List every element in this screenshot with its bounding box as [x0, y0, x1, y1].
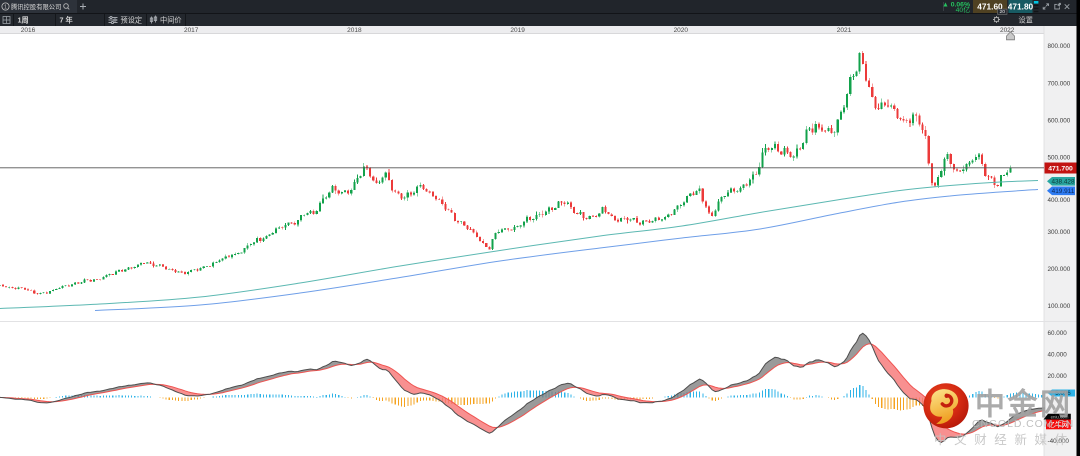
svg-text:-40.000: -40.000 [1048, 438, 1070, 445]
svg-text:800.000: 800.000 [1048, 43, 1071, 50]
svg-text:腾讯控股有限公司: 腾讯控股有限公司 [11, 2, 61, 11]
svg-text:300.000: 300.000 [1048, 229, 1071, 236]
svg-text:400.000: 400.000 [1048, 197, 1071, 204]
svg-text:60.000: 60.000 [1048, 330, 1068, 337]
svg-text:419.911: 419.911 [1052, 188, 1075, 195]
svg-text:600.000: 600.000 [1048, 118, 1071, 125]
svg-text:471.60: 471.60 [977, 1, 1003, 11]
svg-text:2016: 2016 [21, 27, 36, 34]
svg-text:471.700: 471.700 [1048, 165, 1073, 172]
svg-text:中文财经新媒体: 中文财经新媒体 [934, 432, 1075, 447]
svg-text:亿牛网: 亿牛网 [1048, 420, 1069, 429]
svg-text:CNGOLD.COM.CN: CNGOLD.COM.CN [972, 418, 1074, 430]
svg-text:20: 20 [999, 9, 1005, 15]
svg-text:eniu.com: eniu.com [1051, 414, 1069, 419]
svg-text:100.000: 100.000 [1048, 303, 1071, 310]
svg-text:2022: 2022 [1000, 27, 1015, 34]
svg-text:设置: 设置 [1019, 15, 1033, 24]
svg-text:中金网: 中金网 [975, 388, 1073, 422]
svg-text:40.000: 40.000 [1048, 352, 1068, 359]
svg-text:1: 1 [4, 5, 7, 11]
svg-text:5.096: 5.096 [1055, 390, 1071, 397]
svg-text:1周: 1周 [18, 16, 29, 25]
svg-text:500.000: 500.000 [1048, 155, 1071, 162]
svg-text:中间价: 中间价 [160, 16, 182, 25]
svg-text:2021: 2021 [837, 27, 852, 34]
svg-text:200.000: 200.000 [1048, 266, 1071, 273]
svg-text:20.000: 20.000 [1048, 373, 1068, 380]
svg-text:700.000: 700.000 [1048, 80, 1071, 87]
svg-text:438.428: 438.428 [1051, 179, 1075, 186]
svg-text:2019: 2019 [510, 27, 525, 34]
svg-text:2017: 2017 [184, 27, 199, 34]
svg-text:2020: 2020 [674, 27, 689, 34]
svg-text:▲ 0.06%: ▲ 0.06% [942, 1, 970, 8]
svg-text:2018: 2018 [347, 27, 362, 34]
svg-text:预设定: 预设定 [121, 16, 143, 25]
svg-text:7 年: 7 年 [60, 16, 73, 25]
svg-text:471.80: 471.80 [1008, 1, 1034, 11]
svg-text:40亿: 40亿 [956, 5, 971, 14]
